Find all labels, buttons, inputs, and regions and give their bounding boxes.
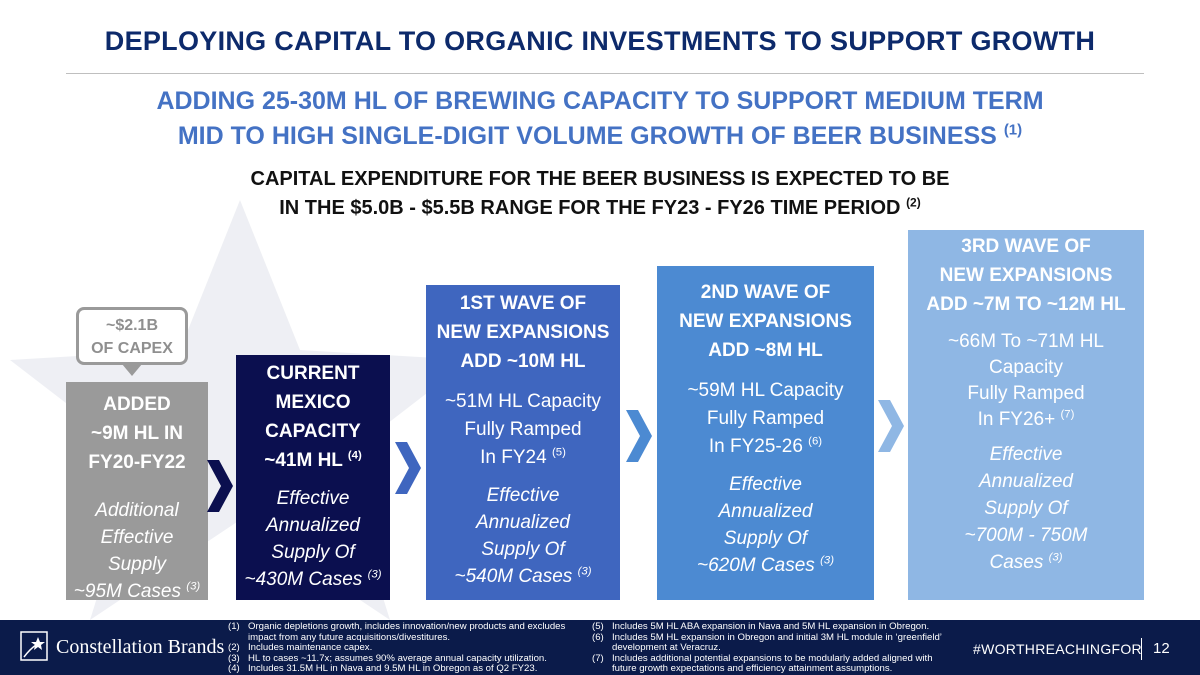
box-heading: CURRENT MEXICO CAPACITY ~41M HL (4) — [264, 363, 362, 471]
footnote-item: (6) Includes 5M HL expansion in Obregon a… — [592, 631, 942, 654]
footnote-item: (5) Includes 5M HL ABA expansion in Nava … — [592, 621, 930, 632]
footer-bar — [0, 620, 1200, 675]
footnote-ref: (1) — [1003, 121, 1023, 139]
chevron-right-icon — [878, 400, 904, 452]
second-wave-box: 2ND WAVE OF NEW EXPANSIONS ADD ~8M HL ~5… — [657, 266, 874, 600]
box-supply-text: Additional Effective Supply ~95M Cases (… — [73, 500, 201, 602]
footnote-item: (7) Includes additional potential expansi… — [592, 652, 933, 675]
footnote-item: (1) Organic depletions growth, includes i… — [228, 621, 566, 643]
callout-pointer — [122, 364, 142, 376]
first-wave-box: 1ST WAVE OF NEW EXPANSIONS ADD ~10M HL ~… — [426, 285, 620, 600]
footnotes-right: (5) Includes 5M HL ABA expansion in Nava … — [592, 621, 957, 675]
capex-callout-bubble: ~$2.1B OF CAPEX — [76, 307, 188, 365]
box-heading: 1ST WAVE OF NEW EXPANSIONS ADD ~10M HL — [436, 293, 610, 372]
box-capacity-text: ~51M HL Capacity Fully Ramped In FY24 (5… — [444, 391, 602, 468]
footnote-item: (3) HL to cases ~11.7x; assumes 90% avera… — [228, 652, 547, 664]
third-wave-box: 3RD WAVE OF NEW EXPANSIONS ADD ~7M TO ~1… — [908, 230, 1144, 600]
box-heading: ADDED ~9M HL IN FY20-FY22 — [88, 394, 186, 473]
box-supply-text: Effective Annualized Supply Of ~620M Cas… — [697, 474, 834, 576]
chevron-right-icon — [626, 410, 652, 462]
capex-statement: CAPITAL EXPENDITURE FOR THE BEER BUSINES… — [0, 165, 1200, 223]
constellation-star-logo-icon — [20, 631, 48, 661]
box-capacity-text: ~59M HL Capacity Fully Ramped In FY25-26… — [687, 380, 844, 457]
box-capacity-text: ~66M To ~71M HL Capacity Fully Ramped In… — [948, 331, 1104, 430]
footnote-item: (2) Includes maintenance capex. — [228, 642, 373, 654]
capex-line-1: CAPITAL EXPENDITURE FOR THE BEER BUSINES… — [250, 168, 950, 190]
page-title: DEPLOYING CAPITAL TO ORGANIC INVESTMENTS… — [104, 26, 1096, 56]
company-logo-text: Constellation Brands — [56, 636, 225, 658]
footnotes-left: (1) Organic depletions growth, includes i… — [228, 621, 573, 675]
callout-label: OF CAPEX — [91, 340, 173, 357]
page-number: 12 — [1153, 640, 1170, 657]
footer-separator — [1141, 638, 1142, 660]
callout-amount: ~$2.1B — [105, 317, 159, 334]
box-supply-text: Effective Annualized Supply Of ~430M Cas… — [244, 488, 382, 590]
current-capacity-box: CURRENT MEXICO CAPACITY ~41M HL (4) Effe… — [236, 355, 390, 600]
subtitle: ADDING 25-30M HL OF BREWING CAPACITY TO … — [0, 84, 1200, 154]
chevron-right-icon — [395, 442, 421, 494]
subtitle-line-2: MID TO HIGH SINGLE-DIGIT VOLUME GROWTH O… — [177, 121, 1023, 150]
brand-hashtag: #WORTHREACHINGFOR — [973, 641, 1142, 657]
title-divider — [66, 73, 1144, 74]
chevron-right-icon — [207, 460, 233, 512]
subtitle-line-1: ADDING 25-30M HL OF BREWING CAPACITY TO … — [156, 87, 1044, 115]
footnote-item: (4) Includes 31.5M HL in Nava and 9.5M HL… — [228, 663, 538, 675]
box-heading: 2ND WAVE OF NEW EXPANSIONS ADD ~8M HL — [679, 282, 852, 361]
box-heading: 3RD WAVE OF NEW EXPANSIONS ADD ~7M TO ~1… — [926, 236, 1126, 315]
added-capacity-box: ADDED ~9M HL IN FY20-FY22 Additional Eff… — [66, 382, 208, 602]
capex-line-2: IN THE $5.0B - $5.5B RANGE FOR THE FY23 … — [279, 195, 921, 219]
box-supply-text: Effective Annualized Supply Of ~540M Cas… — [454, 485, 592, 587]
footnote-ref: (2) — [906, 195, 921, 210]
box-supply-text: Effective Annualized Supply Of ~700M - 7… — [964, 444, 1088, 573]
